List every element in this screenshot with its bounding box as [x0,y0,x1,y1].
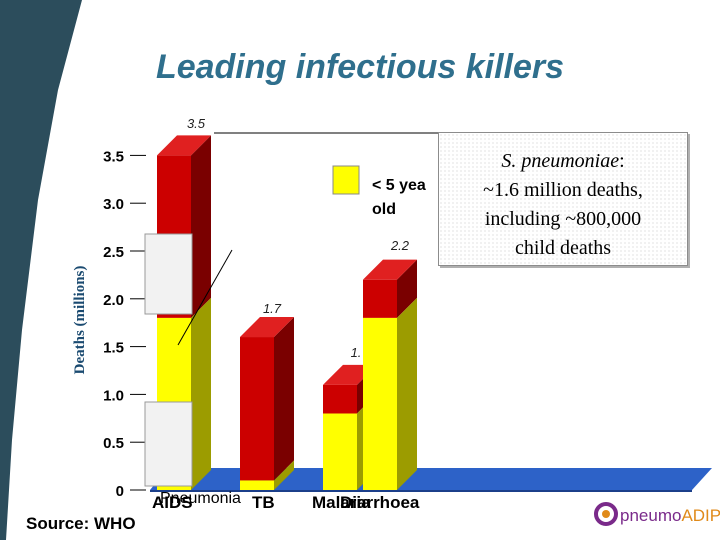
bar-over5-segment [323,384,357,414]
source-note: Source: WHO [26,514,136,533]
overlay-box-upper [144,233,193,315]
logo-swirl-icon [594,502,618,526]
bar-top-face [240,317,294,338]
y-tick-label: 3.0 [103,196,124,213]
chart-floor [150,468,712,490]
chart-floor-edge [150,490,692,492]
callout-line-3: including ~800,000 [484,208,642,230]
y-tick-label: 1.0 [103,387,124,404]
bar-over5-segment [363,279,397,318]
bar-over5-segment [240,337,274,481]
slide-title: Leading infectious killers [155,48,565,86]
callout-box: S. pneumoniae: ~1.6 million deaths, incl… [438,132,688,266]
bar-side-under5 [274,460,294,490]
logo-text-pneumo: pneumo [620,506,682,525]
bar-side-over5 [274,317,294,481]
legend-label-line1: < 5 yea [372,177,426,194]
bar-value-label: 2.2 [390,238,410,253]
bar-under5-segment [363,317,397,490]
bar-side-over5 [397,259,417,318]
bar-side-under5 [191,297,211,490]
legend-label-line2: old [372,201,396,218]
x-category-label: Diarrhoea [340,493,420,512]
bar-top-face [157,135,211,156]
x-category-label: Pneumonia [160,490,241,507]
callout-line-2: ~1.6 million deaths, [483,179,643,201]
callout-colon: : [619,150,625,172]
y-tick-label: 2.0 [103,292,124,309]
callout-line-4: child deaths [514,237,612,259]
bar-top-face [363,259,417,280]
y-tick-label: 1.5 [103,340,124,357]
leader-line-diagonal [177,249,233,346]
y-tick-label: 2.5 [103,244,124,261]
overlay-box-lower [144,401,193,487]
bar-value-label: 3.5 [187,116,206,131]
y-tick-label: 0.5 [103,435,124,452]
logo-text-adip: ADIP [681,506,720,525]
bar-value-label: 1.7 [263,301,282,316]
y-tick-label: 0 [116,483,124,500]
bar-under5-segment [323,413,357,490]
bar-side-under5 [397,297,417,490]
bar-value-label: 1. [351,345,362,360]
y-axis-label: Deaths (millions) [72,266,88,375]
y-tick-label: 3.5 [103,148,124,165]
pneumoadip-logo: pneumoADIP [620,506,720,526]
bar-under5-segment [240,480,274,490]
callout-species: S. pneumoniae [501,150,620,172]
legend-swatch [332,165,360,195]
x-category-label: TB [252,493,275,512]
x-category-label: Malaria [312,493,371,512]
bar-side-over5 [191,135,211,318]
x-category-label: AIDS [152,493,193,512]
left-decor-band [0,0,82,540]
